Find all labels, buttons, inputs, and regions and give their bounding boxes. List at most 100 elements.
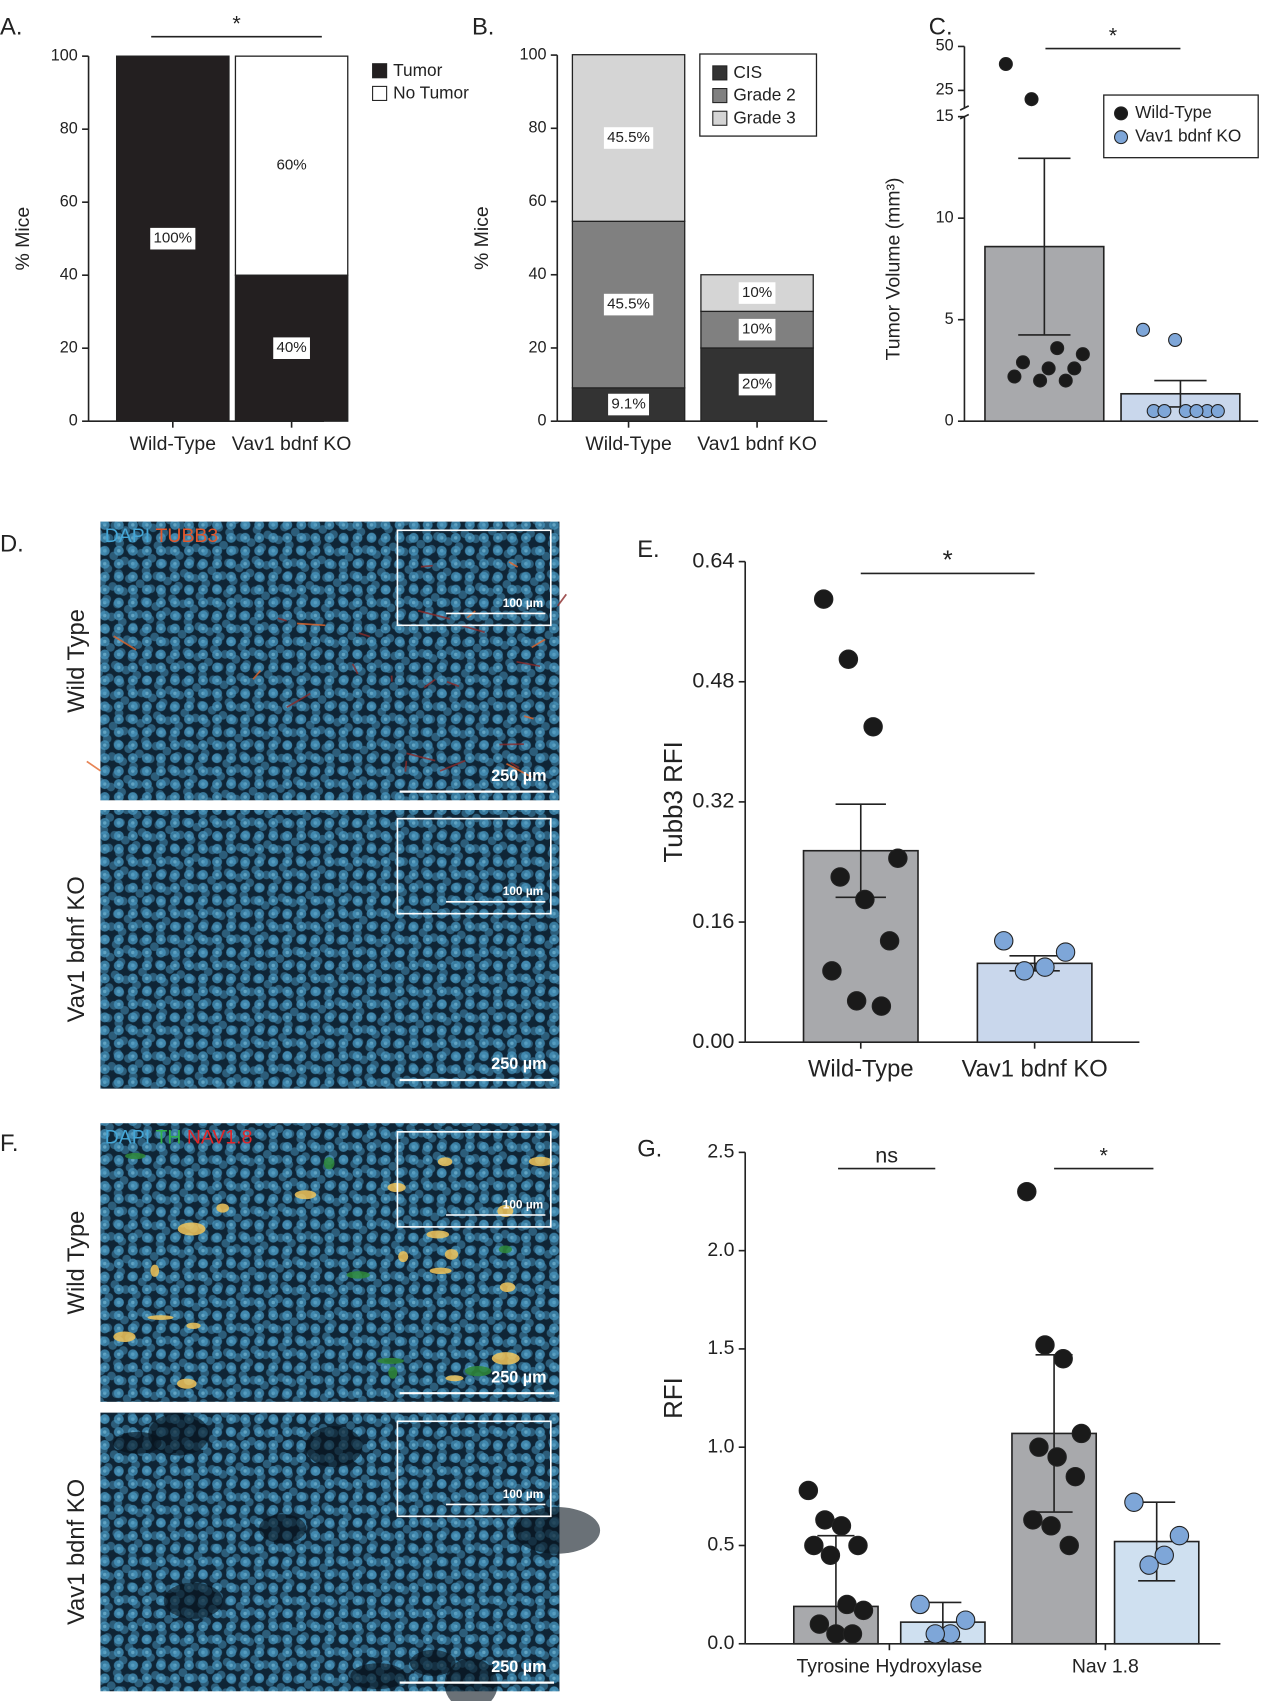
data-point [863,717,883,737]
y-tick-label: 0.5 [707,1534,734,1556]
value-label: 60% [276,157,306,174]
fiber [346,1271,370,1279]
x-tick-label: Wild-Type [585,433,671,455]
y-tick-label: 1.5 [707,1337,734,1359]
fiber [499,1282,516,1293]
fiber [252,670,262,680]
dark-region [305,1426,363,1468]
value-label: 9.1% [611,396,645,413]
data-point [994,931,1014,951]
panel-label: C. [929,13,953,40]
fiber [464,1366,492,1377]
fiber [444,1249,459,1260]
significance-label: * [943,546,953,574]
data-point [1135,322,1151,337]
fiber [491,1352,520,1365]
significance-label: * [232,11,241,36]
fiber [406,752,436,762]
data-point [1024,92,1039,107]
y-tick-label: 100 [51,46,78,64]
x-tick-label: Wild-Type [130,433,216,455]
legend-label: Wild-Type [1135,102,1212,122]
data-point [925,1624,945,1644]
scale-label: 250 µm [491,1658,546,1676]
dark-region [148,1413,210,1456]
fiber [497,1204,514,1217]
fiber [446,681,460,688]
data-point [1035,957,1055,977]
value-label: 40% [276,339,306,356]
value-label: 20% [742,376,772,393]
fiber [445,1375,464,1382]
fiber [510,761,520,769]
y-axis-label: % Mice [471,206,493,270]
y-axis-label: % Mice [12,207,34,271]
row-label: Vav1 bdnf KO [63,1479,90,1625]
fiber [498,1245,512,1254]
fiber [216,1203,230,1213]
legend-marker [1114,106,1129,121]
scale-label: 250 µm [491,1368,546,1386]
data-point [1050,341,1065,356]
data-point [879,931,900,951]
scale-label: 250 µm [491,767,546,785]
inset [396,529,552,627]
data-point [809,1614,830,1634]
panel: G. 0.0 0.5 1.0 1.5 2.0 2.5 RFI Tyrosine Hydroxyl… [637,1135,1221,1678]
fiber [420,564,433,568]
data-point [1007,369,1022,384]
data-point [1023,1510,1043,1530]
dark-region [350,1663,406,1690]
panel-label: F. [0,1130,18,1157]
legend-swatch [372,63,388,79]
y-tick-label: 0.16 [692,908,734,933]
fiber [404,760,408,772]
fiber [177,1222,206,1236]
fiber [523,715,534,720]
legend-box [1103,94,1259,159]
y-axis-label: RFI [660,1377,688,1419]
data-point [848,1535,868,1556]
y-tick-label: 100 [519,45,546,63]
scale-label: 250 µm [491,1055,546,1073]
data-point [1168,332,1183,348]
legend-marker [1114,130,1129,145]
data-point [1139,1555,1159,1575]
fiber [426,1230,450,1239]
data-point [1041,1516,1061,1536]
data-point [1047,1447,1067,1467]
panel: E. 0.00 0.16 0.32 0.48 0.64 Tubb3 RFI Wild-Type… [637,536,1140,1083]
fiber [437,1157,453,1167]
row-label: Vav1 bdnf KO [63,876,90,1022]
y-tick-label: 0 [69,411,78,429]
data-point [1035,1335,1055,1355]
y-tick-label: 0.0 [707,1632,734,1654]
panel-label: A. [0,13,22,40]
data-point [826,1624,846,1644]
value-label: 45.5% [607,296,650,313]
panel-label: D. [0,531,24,558]
stain-label: NAV1.8 [187,1126,253,1148]
fiber [86,760,101,772]
data-point [837,1594,857,1615]
panel: A. 0 20 40 60 80 100 % Mice Wild-Type Vav1 bdnf K… [0,11,469,456]
significance-label: * [1109,22,1118,47]
y-tick-label: 40 [528,265,546,283]
fiber [147,1315,174,1320]
data-point [798,1480,819,1501]
legend-label: Tumor [393,60,442,80]
data-point [998,57,1013,72]
data-point [820,1545,841,1566]
data-point [1154,1545,1174,1566]
y-tick-label: 5 [945,310,954,328]
image-panel: D. 100 µm 250 µm Wild Type 100 µm 250 µm Vav1 … [0,521,567,1089]
y-tick-label: 2.5 [707,1141,734,1163]
dark-region [259,1514,307,1544]
fiber [398,1251,409,1263]
inset-scale-label: 100 µm [503,884,544,898]
data-point [842,1624,863,1644]
fiber [125,1152,146,1160]
data-point [1210,404,1225,419]
